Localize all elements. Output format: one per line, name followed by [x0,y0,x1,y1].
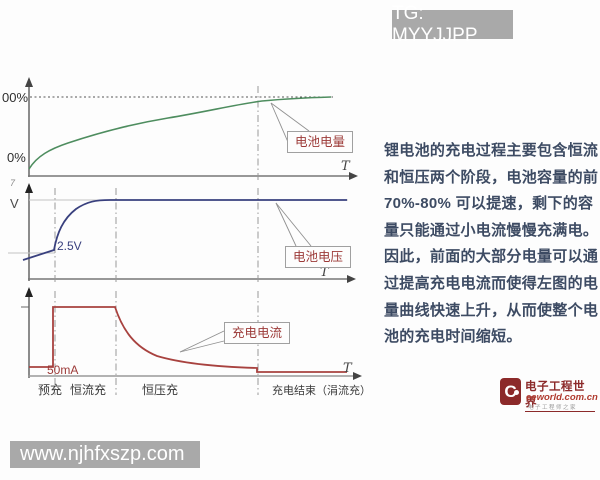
curr-x-arrow-icon [353,372,362,380]
capacity-time-label: T [341,159,350,174]
volt-leader-line-2 [275,202,312,247]
phase-precharge-label: 预充 [38,383,63,397]
eeworld-tagline: 电子工程师之家 [528,405,578,411]
phase-end-label: 充电结束（涓流充） [272,385,371,397]
paragraph-line: 锂电池的充电过程主要包含恒流 [384,142,599,159]
capacity-0pct-label: 0% [7,150,26,165]
curr-leader-line-2 [179,340,225,353]
paragraph-line: 量曲线快速上升，从而使整个电 [384,301,599,319]
paragraph-line: 因此，前面的大部分电量可以通 [384,248,599,266]
tg-watermark-badge: TG: MYYJJPP [392,3,513,46]
curr-y-arrow-icon [25,287,33,297]
paragraph-line: 量只能通过小电流慢慢充满电。 [384,221,599,239]
capacity-100pct-label: 00% [2,90,29,105]
cap-leader-line-2 [270,102,310,132]
battery-voltage-curve [22,199,347,261]
voltage-v-label: V [10,196,19,211]
curr-leader-line-1 [179,330,225,353]
eeworld-logo: C 电子工程世界 eeworld.com.cn 电子工程师之家 [498,376,600,412]
explanation-paragraph: 锂电池的充电过程主要包含恒流 和恒压两个阶段，电池容量的前 70%-80% 可以… [384,138,600,351]
paragraph-line: 过提高充电电流而使得左图的电 [384,274,599,292]
voltage-time-label: T [320,265,329,280]
paragraph-line: 和恒压两个阶段，电池容量的前 [384,168,599,186]
voltage-axis-mark: 7 [10,178,16,188]
paragraph-line: 池的充电时间缩短。 [384,328,522,346]
phase-constant-current-label: 恒流充 [70,383,107,397]
volt-y-arrow-icon [25,183,33,193]
logo-dot-icon [514,390,519,395]
capacity-callout-box: 电池电量 [287,131,353,153]
charge-current-curve [29,306,347,373]
eeworld-title: 电子工程世界 [525,378,595,412]
voltage-25v-label: 2.5V [57,239,82,253]
cap-y-arrow-icon [25,77,33,87]
phase-constant-voltage-label: 恒压充 [142,383,179,397]
current-callout-box: 充电电流 [224,322,290,344]
current-50ma-label: 50mA [47,363,79,377]
current-time-label: T [343,361,352,376]
cap-x-arrow-icon [349,172,358,180]
logo-letter: C [504,382,517,401]
paragraph-line: 70%-80% 可以提速，剩下的容 [384,195,594,213]
eeworld-c-icon: C [500,378,521,405]
volt-leader-line-1 [275,202,297,247]
volt-x-arrow-icon [347,275,356,283]
voltage-callout-box: 电池电压 [285,246,351,268]
eeworld-url: eeworld.com.cn [526,392,598,403]
site-watermark-badge: www.njhfxszp.com [10,441,200,468]
battery-capacity-curve [28,96,332,170]
